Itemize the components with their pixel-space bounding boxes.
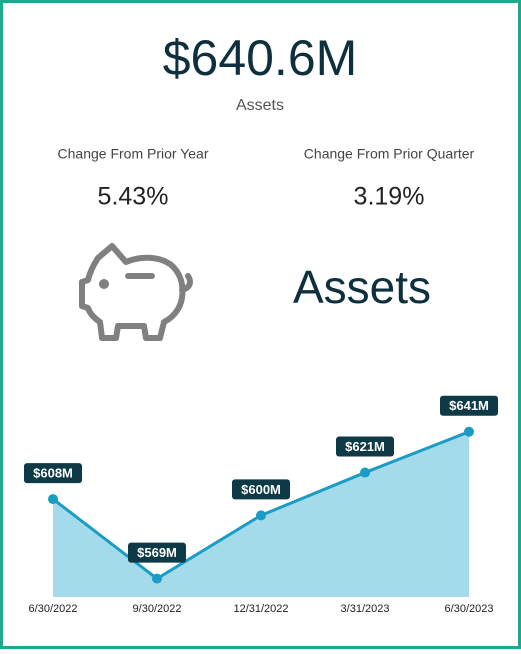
x-tick-label: 6/30/2022 (29, 603, 78, 615)
x-tick-label: 9/30/2022 (133, 603, 182, 615)
value-label-box (336, 436, 394, 457)
value-label: $569M (137, 545, 177, 560)
piggy-icon (79, 243, 193, 341)
change-label: Change From Prior Year (58, 146, 209, 162)
value-label: $600M (241, 482, 281, 497)
value-label-box (24, 463, 82, 484)
change-value: 3.19% (354, 183, 425, 211)
change-label: Change From Prior Quarter (304, 146, 475, 162)
value-label: $608M (33, 466, 73, 481)
kpi-value: $640.6M (163, 30, 358, 86)
value-label: $621M (345, 439, 385, 454)
change-value: 5.43% (98, 183, 169, 211)
x-tick-label: 3/31/2023 (341, 603, 390, 615)
value-label: $641M (449, 398, 489, 413)
value-label-box (232, 479, 290, 500)
point (256, 510, 266, 521)
heading: Assets (293, 261, 431, 313)
point (48, 494, 58, 505)
point (360, 467, 370, 478)
kpi-label: Assets (236, 97, 284, 114)
x-tick-label: 6/30/2023 (445, 603, 494, 615)
point (152, 573, 162, 584)
value-label-box (128, 542, 186, 563)
value-label-box (440, 395, 498, 416)
x-tick-label: 12/31/2022 (233, 603, 288, 615)
point (464, 426, 474, 437)
